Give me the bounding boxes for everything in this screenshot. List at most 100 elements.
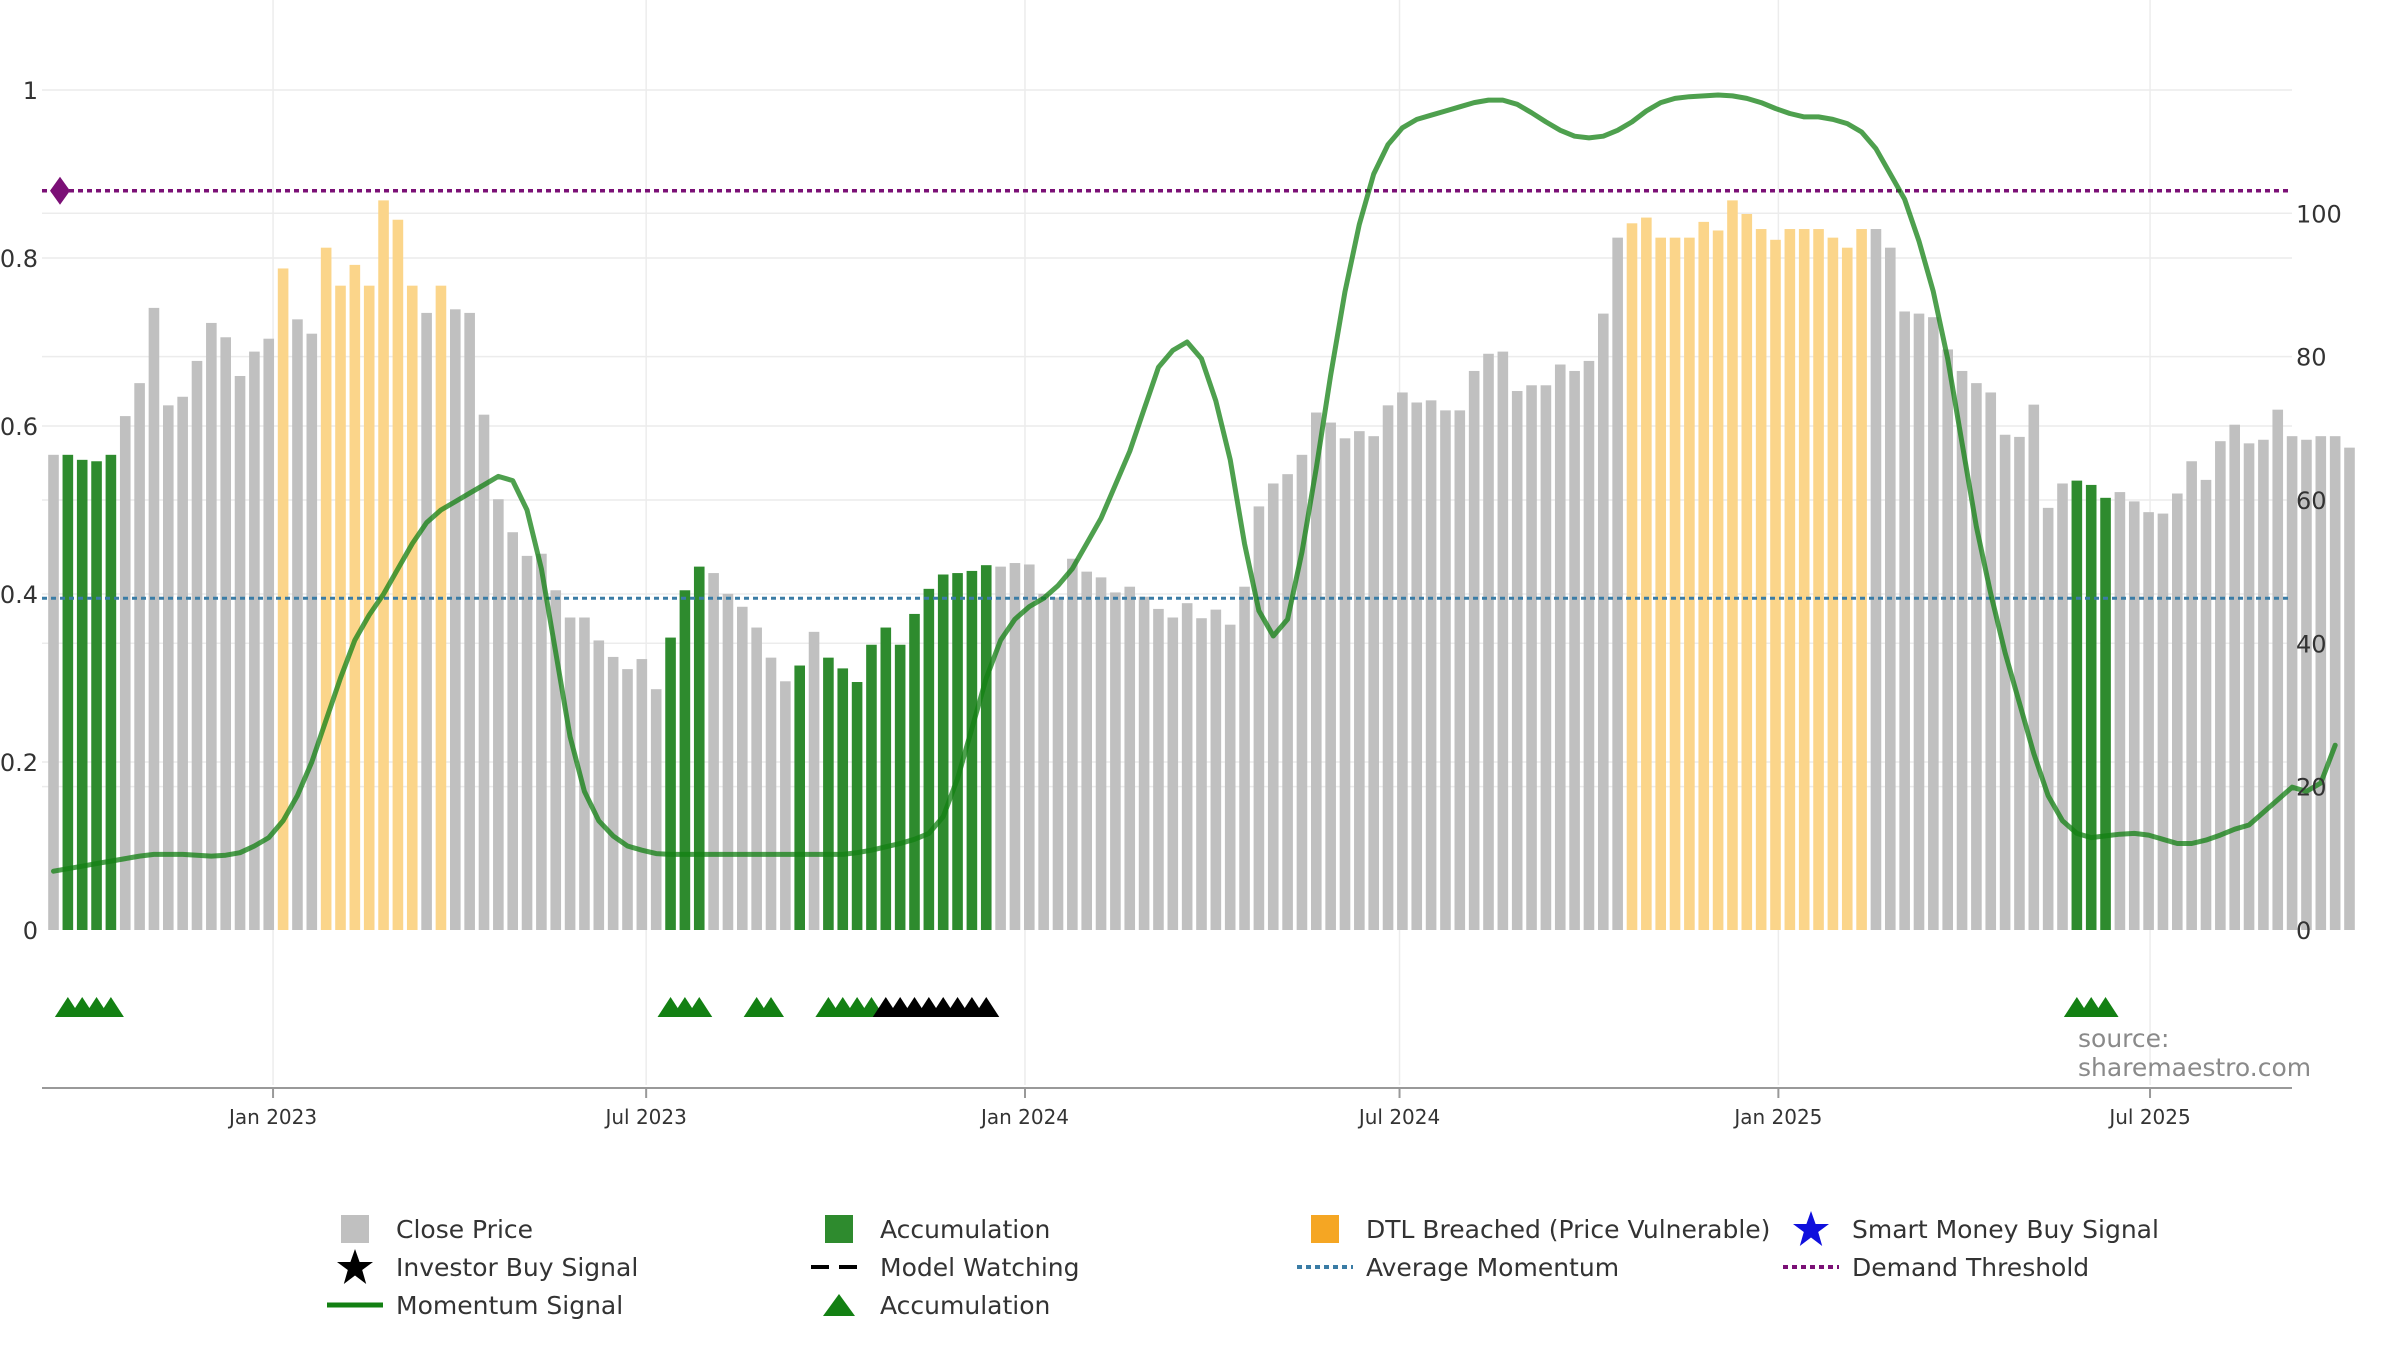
dtl-breached-bar: [1784, 229, 1796, 930]
accumulation-triangle: [2092, 997, 2119, 1017]
accumulation-triangle: [758, 997, 784, 1017]
close-price-bar: [2301, 439, 2312, 930]
close-price-bar: [1468, 370, 1480, 930]
close-price-bar: [249, 351, 260, 930]
close-price-bar: [2143, 512, 2154, 930]
x-tick-label: Jul 2025: [2107, 1105, 2190, 1129]
close-price-bar: [1526, 385, 1537, 930]
close-price-bar: [2258, 439, 2269, 930]
close-price-bar: [1181, 603, 1193, 930]
legend-smart-money: Smart Money Buy Signal: [1778, 1210, 2159, 1248]
dtl-breached-bar: [277, 268, 289, 930]
right-tick-label: 100: [2296, 200, 2342, 228]
close-price-bar: [1942, 349, 1953, 930]
accumulation-bar: [880, 627, 892, 930]
x-tick-label: Jan 2024: [979, 1105, 1069, 1129]
dtl-breached-bar: [1626, 223, 1638, 931]
dtl-breached-bar: [1755, 229, 1767, 930]
close-price-bar: [1971, 383, 1982, 931]
close-price-bar: [1296, 454, 1308, 930]
close-price-bar: [650, 689, 662, 930]
accumulation-triangle: [97, 997, 124, 1017]
close-price-bar: [421, 312, 432, 931]
legend-average-momentum-label: Average Momentum: [1366, 1252, 1620, 1282]
close-price-bar: [1985, 392, 1997, 930]
dtl-breached-bar: [378, 200, 389, 930]
legend-accumulation-label: Accumulation: [880, 1214, 1051, 1244]
legend: Close Price Accumulation DTL Breached (P…: [0, 1210, 2400, 1330]
legend-threshold-line-icon: [1778, 1248, 1844, 1286]
accumulation-bar: [966, 570, 978, 930]
accumulation-bar: [980, 565, 992, 930]
close-price-bar: [622, 669, 633, 930]
dtl-breached-bar: [1770, 239, 1781, 930]
accumulation-bar: [665, 637, 676, 930]
legend-dtl-label: DTL Breached (Price Vulnerable): [1366, 1214, 1771, 1244]
legend-star-blue-icon: [1778, 1210, 1844, 1248]
right-tick-label: 20: [2296, 774, 2327, 802]
legend-momentum: Momentum Signal: [322, 1286, 623, 1324]
legend-model-watching-label: Model Watching: [880, 1252, 1080, 1282]
dtl-breached-bar: [1841, 247, 1853, 930]
close-price-bar: [2215, 441, 2226, 930]
close-price-bar: [1253, 506, 1265, 930]
left-tick-label: 0.8: [0, 245, 38, 273]
accumulation-bar: [91, 461, 102, 930]
legend-demand-threshold: Demand Threshold: [1778, 1248, 2089, 1286]
close-price-bar: [2028, 404, 2040, 931]
left-tick-label: 0: [23, 917, 38, 945]
close-price-bar: [1511, 391, 1523, 930]
legend-triangle-icon: [806, 1286, 872, 1324]
close-price-bar: [1339, 438, 1351, 930]
left-tick-label: 0.2: [0, 749, 38, 777]
close-price-bar: [808, 631, 820, 930]
accumulation-bar: [62, 454, 74, 930]
close-price-bar: [177, 396, 188, 930]
close-price-bar: [148, 307, 160, 930]
close-price-bar: [1870, 229, 1882, 930]
legend-accumulation-triangle: Accumulation: [806, 1286, 1050, 1324]
right-tick-label: 0: [2296, 917, 2311, 945]
dtl-breached-bar: [1712, 230, 1724, 931]
close-price-bar: [1956, 370, 1968, 930]
close-price-bar: [1081, 571, 1092, 930]
right-tick-label: 60: [2296, 487, 2327, 515]
accumulation-bar: [76, 459, 88, 930]
legend-close-price-swatch: [322, 1210, 388, 1248]
close-price-bar: [292, 319, 303, 930]
close-price-bar: [1325, 422, 1336, 930]
dtl-breached-bar: [1684, 237, 1695, 931]
close-price-bar: [1440, 410, 1451, 930]
close-price-bar: [234, 375, 246, 931]
close-price-bar: [119, 416, 131, 930]
close-price-bar: [1052, 597, 1064, 930]
indicator-lines: [42, 92, 2338, 874]
x-tick-label: Jul 2023: [603, 1105, 686, 1129]
legend-dash-icon: [806, 1248, 872, 1286]
dtl-breached-bar: [363, 285, 375, 930]
close-price-bar: [1411, 402, 1423, 930]
close-price-bar: [1583, 360, 1595, 930]
left-tick-label: 0.4: [0, 581, 38, 609]
accumulation-bar: [794, 665, 805, 930]
legend-investor-label: Investor Buy Signal: [396, 1252, 639, 1282]
close-price-bar: [1913, 313, 1925, 930]
right-tick-label: 80: [2296, 344, 2327, 372]
close-price-bar: [464, 312, 475, 931]
accumulation-bar: [952, 573, 963, 930]
close-price-bar: [478, 414, 490, 930]
close-price-bar: [1138, 596, 1150, 930]
close-price-bar: [1425, 400, 1437, 930]
close-price-bar: [2243, 443, 2255, 930]
signal-markers: [54, 997, 2119, 1017]
dtl-breached-bar: [1741, 213, 1753, 931]
dtl-breached-bar: [1798, 229, 1810, 930]
close-price-bar: [220, 337, 231, 930]
close-price-bar: [737, 606, 748, 930]
close-price-bar: [1009, 563, 1021, 930]
close-price-bar: [1483, 353, 1494, 930]
legend-accumulation-swatch: [806, 1210, 872, 1248]
x-tick-label: Jan 2025: [1732, 1105, 1822, 1129]
close-price-bar: [2114, 492, 2126, 930]
